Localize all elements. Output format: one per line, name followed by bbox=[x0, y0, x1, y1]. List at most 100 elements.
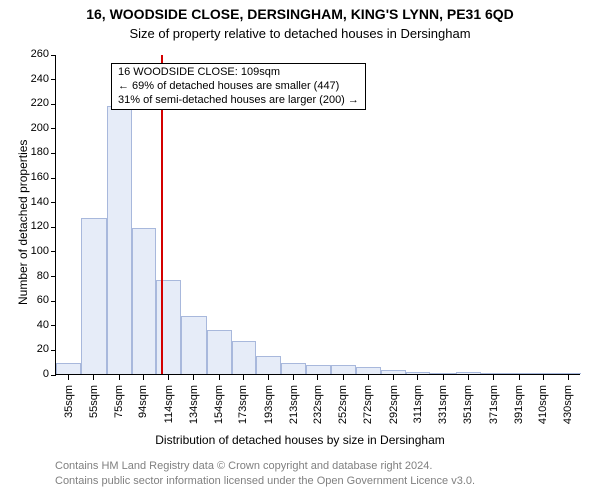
histogram-bar bbox=[381, 370, 406, 374]
y-tick-mark bbox=[51, 276, 56, 277]
y-tick-label: 220 bbox=[19, 97, 49, 109]
x-tick-label: 430sqm bbox=[562, 385, 574, 435]
x-tick-mark bbox=[119, 375, 120, 380]
x-tick-mark bbox=[143, 375, 144, 380]
y-tick-mark bbox=[51, 55, 56, 56]
histogram-bar bbox=[506, 373, 531, 374]
x-tick-label: 331sqm bbox=[437, 385, 449, 435]
x-tick-mark bbox=[168, 375, 169, 380]
histogram-bar bbox=[256, 356, 281, 374]
x-tick-mark bbox=[493, 375, 494, 380]
x-tick-mark bbox=[468, 375, 469, 380]
y-tick-label: 260 bbox=[19, 48, 49, 60]
x-tick-label: 154sqm bbox=[213, 385, 225, 435]
x-tick-label: 114sqm bbox=[163, 385, 175, 435]
x-tick-mark bbox=[93, 375, 94, 380]
histogram-plot: 02040608010012014016018020022024026035sq… bbox=[55, 55, 580, 375]
y-tick-label: 20 bbox=[19, 343, 49, 355]
x-tick-label: 252sqm bbox=[337, 385, 349, 435]
y-tick-label: 200 bbox=[19, 122, 49, 134]
histogram-bar bbox=[481, 373, 506, 374]
annotation-line: 16 WOODSIDE CLOSE: 109sqm bbox=[118, 66, 359, 80]
y-tick-label: 140 bbox=[19, 196, 49, 208]
histogram-bar bbox=[281, 363, 306, 374]
y-tick-mark bbox=[51, 375, 56, 376]
histogram-bar bbox=[107, 106, 132, 374]
y-tick-label: 40 bbox=[19, 319, 49, 331]
histogram-bar bbox=[232, 341, 256, 374]
x-tick-label: 410sqm bbox=[537, 385, 549, 435]
histogram-bar bbox=[430, 373, 455, 374]
histogram-bar bbox=[81, 218, 106, 374]
y-tick-mark bbox=[51, 325, 56, 326]
histogram-bar bbox=[306, 365, 330, 374]
x-tick-label: 371sqm bbox=[488, 385, 500, 435]
y-tick-mark bbox=[51, 202, 56, 203]
x-tick-label: 94sqm bbox=[137, 385, 149, 435]
x-tick-mark bbox=[343, 375, 344, 380]
x-tick-mark bbox=[568, 375, 569, 380]
x-tick-label: 193sqm bbox=[263, 385, 275, 435]
y-tick-mark bbox=[51, 104, 56, 105]
x-tick-label: 292sqm bbox=[388, 385, 400, 435]
y-tick-mark bbox=[51, 301, 56, 302]
x-tick-mark bbox=[317, 375, 318, 380]
y-tick-mark bbox=[51, 178, 56, 179]
footer-line-1: Contains HM Land Registry data © Crown c… bbox=[55, 460, 432, 472]
histogram-bar bbox=[156, 280, 181, 374]
histogram-bar bbox=[181, 316, 206, 374]
histogram-bar bbox=[532, 373, 556, 374]
x-tick-label: 55sqm bbox=[88, 385, 100, 435]
y-tick-label: 180 bbox=[19, 146, 49, 158]
x-tick-mark bbox=[393, 375, 394, 380]
y-tick-label: 120 bbox=[19, 220, 49, 232]
histogram-bar bbox=[556, 373, 581, 374]
annotation-line: ← 69% of detached houses are smaller (44… bbox=[118, 80, 359, 94]
y-tick-label: 0 bbox=[19, 368, 49, 380]
page-title: 16, WOODSIDE CLOSE, DERSINGHAM, KING'S L… bbox=[0, 6, 600, 22]
histogram-bar bbox=[356, 367, 381, 374]
y-tick-label: 100 bbox=[19, 245, 49, 257]
histogram-bar bbox=[207, 330, 232, 374]
x-tick-label: 134sqm bbox=[188, 385, 200, 435]
y-tick-label: 60 bbox=[19, 294, 49, 306]
annotation-box: 16 WOODSIDE CLOSE: 109sqm← 69% of detach… bbox=[111, 63, 366, 110]
footer-line-2: Contains public sector information licen… bbox=[55, 475, 475, 487]
y-tick-mark bbox=[51, 350, 56, 351]
x-tick-label: 75sqm bbox=[113, 385, 125, 435]
x-tick-label: 35sqm bbox=[63, 385, 75, 435]
histogram-bar bbox=[132, 228, 156, 374]
x-tick-mark bbox=[193, 375, 194, 380]
y-tick-mark bbox=[51, 153, 56, 154]
y-tick-label: 80 bbox=[19, 270, 49, 282]
x-tick-mark bbox=[368, 375, 369, 380]
x-tick-mark bbox=[417, 375, 418, 380]
histogram-bar bbox=[406, 372, 430, 374]
x-tick-mark bbox=[268, 375, 269, 380]
histogram-bar bbox=[331, 365, 356, 374]
x-tick-mark bbox=[443, 375, 444, 380]
x-tick-label: 213sqm bbox=[288, 385, 300, 435]
x-tick-mark bbox=[219, 375, 220, 380]
x-tick-mark bbox=[519, 375, 520, 380]
x-tick-mark bbox=[243, 375, 244, 380]
histogram-bar bbox=[56, 363, 81, 374]
x-tick-label: 351sqm bbox=[462, 385, 474, 435]
histogram-bar bbox=[456, 372, 481, 374]
y-tick-mark bbox=[51, 251, 56, 252]
x-tick-label: 173sqm bbox=[237, 385, 249, 435]
x-tick-mark bbox=[293, 375, 294, 380]
x-tick-mark bbox=[543, 375, 544, 380]
y-tick-mark bbox=[51, 128, 56, 129]
y-tick-mark bbox=[51, 227, 56, 228]
y-tick-mark bbox=[51, 79, 56, 80]
x-tick-mark bbox=[68, 375, 69, 380]
page-subtitle: Size of property relative to detached ho… bbox=[0, 26, 600, 41]
y-tick-label: 160 bbox=[19, 171, 49, 183]
y-tick-label: 240 bbox=[19, 73, 49, 85]
x-axis-label: Distribution of detached houses by size … bbox=[0, 433, 600, 447]
x-tick-label: 391sqm bbox=[513, 385, 525, 435]
x-tick-label: 272sqm bbox=[362, 385, 374, 435]
annotation-line: 31% of semi-detached houses are larger (… bbox=[118, 94, 359, 108]
x-tick-label: 232sqm bbox=[312, 385, 324, 435]
